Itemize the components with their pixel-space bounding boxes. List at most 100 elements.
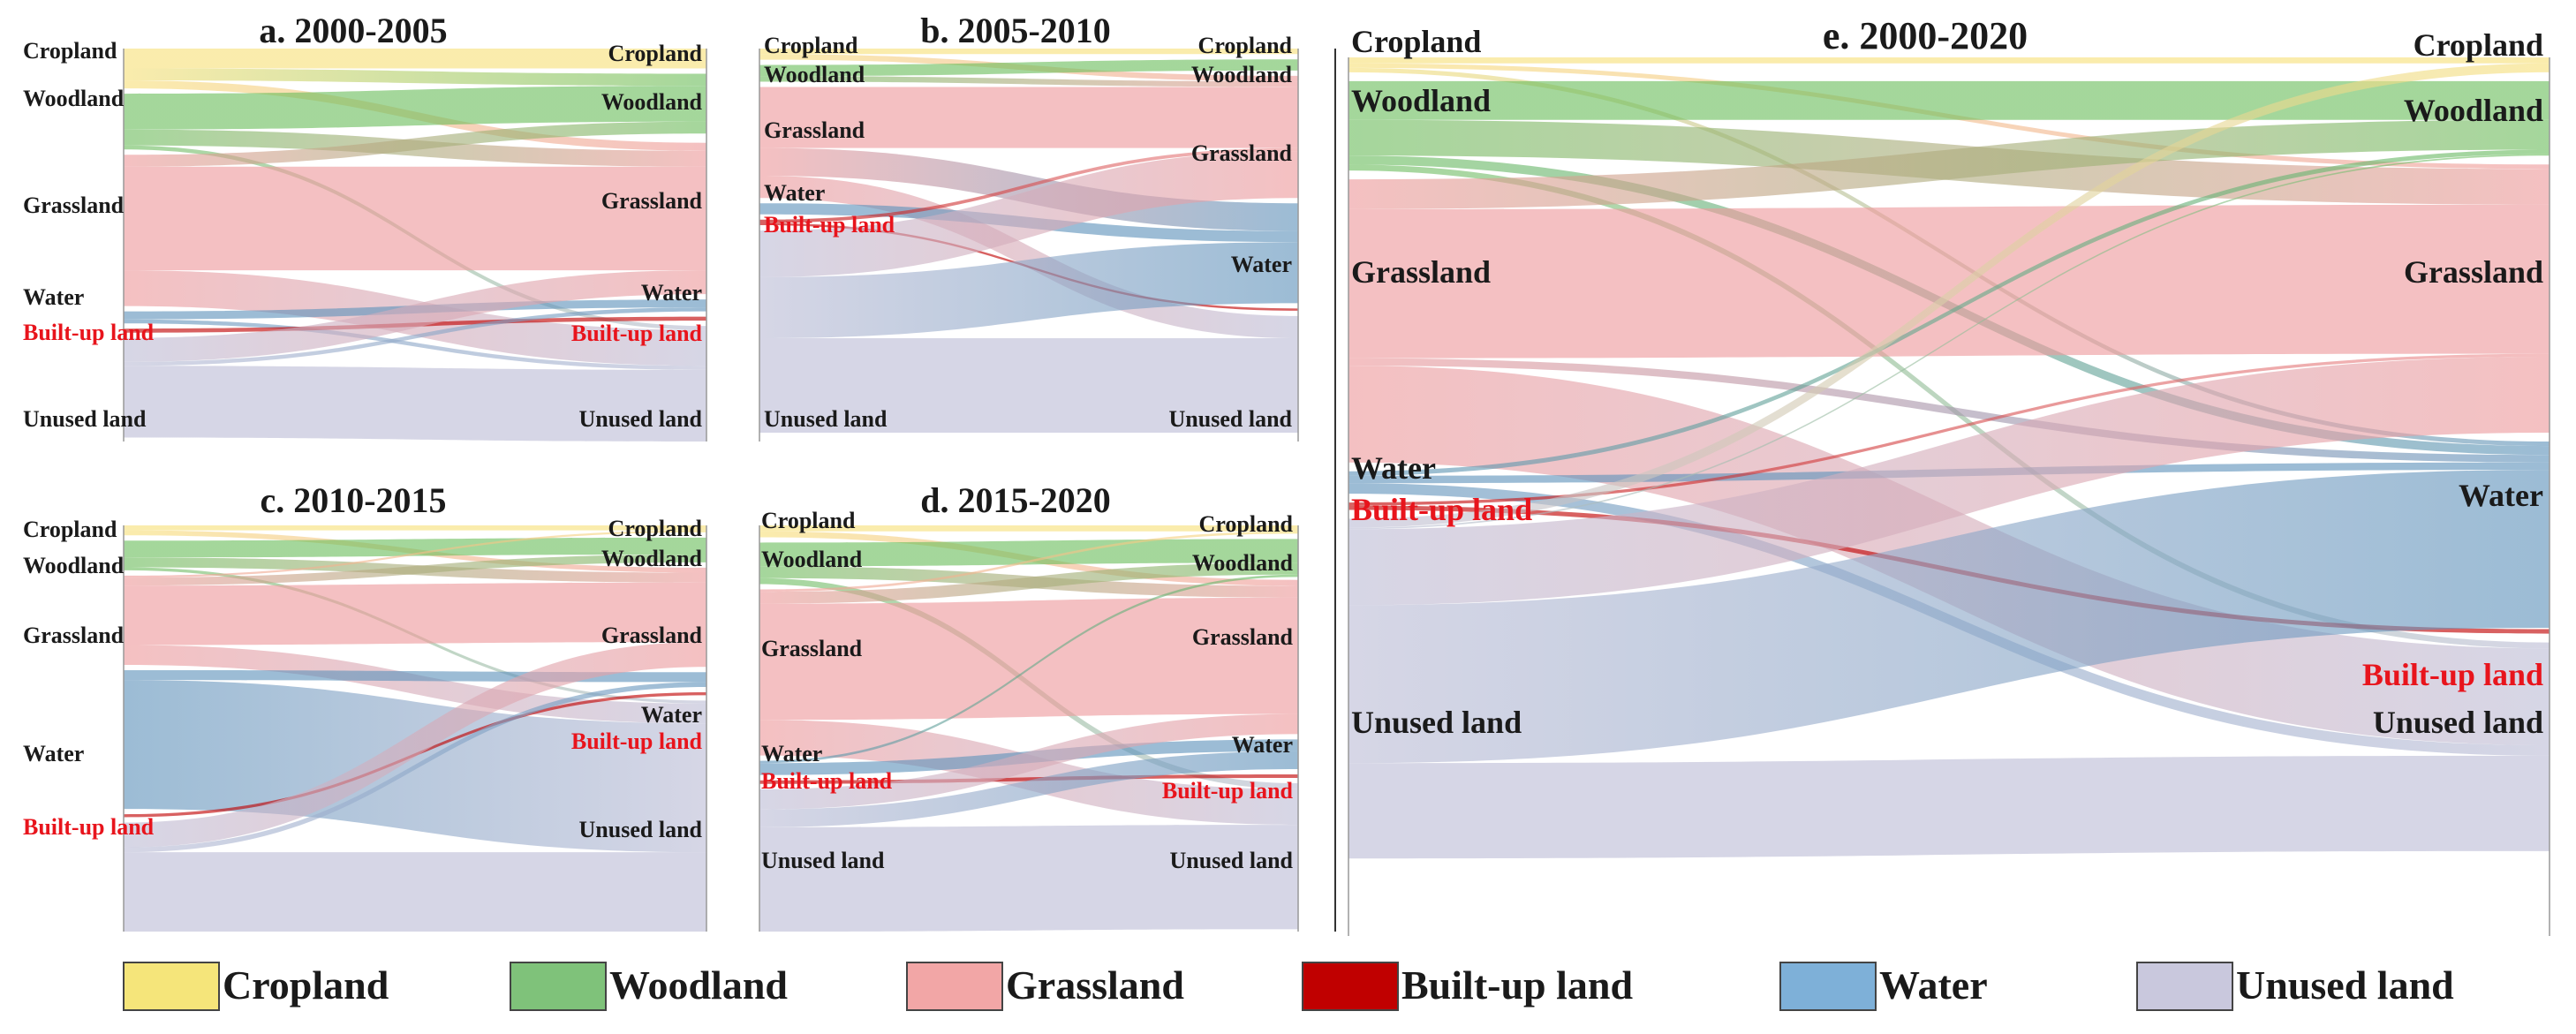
flow-grassland-to-woodland xyxy=(124,121,706,167)
flow-grassland-to-unused xyxy=(759,720,1298,826)
flow-woodland-to-woodland xyxy=(759,59,1298,77)
panel-title: c. 2010-2015 xyxy=(260,480,446,520)
node-label-right-unused: Unused land xyxy=(1170,848,1294,873)
legend-swatch xyxy=(2136,962,2233,1011)
node-label-right-woodland: Woodland xyxy=(601,546,703,571)
node-label-left-woodland: Woodland xyxy=(1351,83,1491,118)
node-label-right-grassland: Grassland xyxy=(1191,140,1293,166)
flow-grassland-to-cropland xyxy=(759,531,1298,592)
flow-grassland-to-cropland xyxy=(124,530,706,578)
node-label-left-unused: Unused land xyxy=(23,406,147,432)
panel-title: d. 2015-2020 xyxy=(920,480,1111,520)
node-label-right-grassland: Grassland xyxy=(1192,624,1294,650)
legend-swatch xyxy=(1779,962,1877,1011)
flow-unused-to-grassland xyxy=(759,713,1298,810)
flow-unused-to-unused xyxy=(759,825,1298,932)
legend-label: Woodland xyxy=(609,962,788,1008)
legend-swatch xyxy=(1302,962,1399,1011)
node-label-left-unused: Unused land xyxy=(761,848,885,873)
flow-grassland-to-grassland xyxy=(124,582,706,645)
flow-unused-to-water xyxy=(759,751,1298,827)
node-label-left-cropland: Cropland xyxy=(761,508,856,533)
node-label-left-water: Water xyxy=(1351,450,1436,486)
flow-unused-to-water xyxy=(759,242,1298,339)
legend-swatch xyxy=(906,962,1003,1011)
flow-grassland-to-water xyxy=(1348,358,2550,463)
flow-cropland-to-cropland xyxy=(124,525,706,531)
node-label-left-grassland: Grassland xyxy=(23,623,125,648)
legend-label: Water xyxy=(1879,962,1988,1008)
node-label-right-water: Water xyxy=(1231,252,1292,277)
node-label-left-builtup: Built-up land xyxy=(23,320,155,345)
flow-grassland-to-woodland xyxy=(759,562,1298,604)
node-label-left-grassland: Grassland xyxy=(761,636,863,661)
flow-cropland-to-cropland xyxy=(124,49,706,69)
node-label-left-water: Water xyxy=(764,180,825,206)
legend-label: Unused land xyxy=(2236,962,2454,1008)
sankey-panel-c: c. 2010-2015 Cropland Cropland Woodland Wood… xyxy=(23,480,707,932)
sankey-panel-d: d. 2015-2020 Cropland Cropland Woodland Wood… xyxy=(759,480,1299,932)
node-label-left-water: Water xyxy=(761,741,822,766)
flow-grassland-to-water xyxy=(759,147,1298,231)
flow-group-d xyxy=(759,525,1298,932)
flow-unused-to-water xyxy=(124,307,706,366)
node-label-left-woodland: Woodland xyxy=(23,86,125,111)
flow-group-a xyxy=(124,49,706,442)
flow-cropland-to-woodland xyxy=(124,68,706,87)
sankey-panel-e: e. 2000-2020 Cropland Cropland Woodland Wood… xyxy=(1348,14,2550,936)
flow-unused-to-water xyxy=(124,682,706,853)
flow-grassland-to-woodland xyxy=(124,554,706,586)
node-label-right-builtup: Built-up land xyxy=(1162,778,1294,804)
flow-grassland-to-grassland xyxy=(759,87,1298,148)
flow-water-to-woodland xyxy=(759,574,1298,764)
node-label-left-unused: Unused land xyxy=(1351,705,1522,740)
flow-unused-to-grassland xyxy=(759,151,1298,277)
node-label-left-builtup: Built-up land xyxy=(23,814,155,840)
flow-unused-to-unused xyxy=(124,852,706,932)
node-label-right-cropland: Cropland xyxy=(1199,511,1294,537)
flow-builtup-to-grassland xyxy=(1348,353,2550,506)
flow-builtup-to-grassland xyxy=(759,147,1298,223)
node-label-left-cropland: Cropland xyxy=(764,33,858,58)
node-label-right-cropland: Cropland xyxy=(608,41,703,66)
legend-label: Built-up land xyxy=(1401,962,1633,1008)
node-label-left-water: Water xyxy=(23,284,84,310)
flow-woodland-to-grassland xyxy=(759,76,1298,87)
node-label-left-water: Water xyxy=(23,741,84,766)
panel-title: e. 2000-2020 xyxy=(1823,14,2028,57)
flow-water-to-woodland xyxy=(1348,149,2550,476)
flow-woodland-to-woodland xyxy=(124,86,706,130)
flow-group-e xyxy=(1348,57,2550,859)
node-label-right-unused: Unused land xyxy=(1169,406,1293,432)
flow-unused-to-unused xyxy=(759,338,1298,433)
flow-grassland-to-unused xyxy=(759,176,1298,339)
flow-unused-to-grassland xyxy=(124,642,706,848)
node-label-left-grassland: Grassland xyxy=(764,117,865,143)
legend-swatch xyxy=(123,962,220,1011)
node-label-left-woodland: Woodland xyxy=(761,547,863,572)
node-label-left-cropland: Cropland xyxy=(23,517,117,542)
node-label-right-cropland: Cropland xyxy=(2414,27,2543,63)
node-label-left-unused: Unused land xyxy=(764,406,888,432)
node-label-right-woodland: Woodland xyxy=(601,89,703,115)
panel-title: a. 2000-2005 xyxy=(259,11,447,50)
flow-woodland-to-woodland xyxy=(124,537,706,558)
node-label-right-woodland: Woodland xyxy=(2404,93,2543,128)
flow-group-b xyxy=(759,49,1298,433)
flow-grassland-to-grassland xyxy=(759,597,1298,721)
flow-unused-to-unused xyxy=(124,366,706,442)
node-label-left-builtup: Built-up land xyxy=(761,768,893,794)
flow-unused-to-unused xyxy=(1348,755,2550,859)
node-label-right-grassland: Grassland xyxy=(601,623,703,648)
node-label-right-builtup: Built-up land xyxy=(571,321,703,346)
flow-unused-to-grassland xyxy=(1348,356,2550,606)
flow-cropland-to-cropland xyxy=(1348,57,2550,64)
node-label-left-grassland: Grassland xyxy=(23,192,125,218)
flow-grassland-to-grassland xyxy=(1348,204,2550,359)
legend-label: Grassland xyxy=(1006,962,1184,1008)
flow-cropland-to-cropland xyxy=(759,49,1298,55)
node-label-left-cropland: Cropland xyxy=(23,38,117,64)
flow-grassland-to-grassland xyxy=(124,166,706,271)
node-label-right-water: Water xyxy=(641,702,702,728)
